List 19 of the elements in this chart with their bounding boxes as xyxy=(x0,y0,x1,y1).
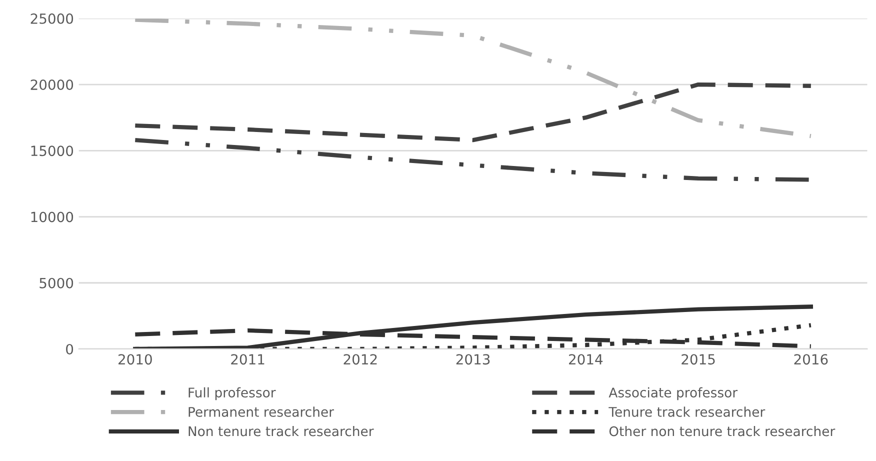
legend-label: Permanent researcher xyxy=(188,406,334,417)
x-tick-label: 2014 xyxy=(569,354,603,365)
x-tick-label: 2015 xyxy=(682,354,715,365)
legend-label: Full professor xyxy=(188,387,276,400)
x-tick-label: 2012 xyxy=(344,354,377,365)
x-tick-label: 2010 xyxy=(118,354,152,365)
x-tick-label: 2013 xyxy=(456,354,490,365)
y-tick-label: 25000 xyxy=(30,13,74,24)
legend-label: Tenure track researcher xyxy=(608,406,766,417)
y-tick-label: 15000 xyxy=(31,146,74,156)
y-tick-label: 20000 xyxy=(30,80,74,90)
legend-label: Associate professor xyxy=(608,387,738,400)
x-tick-label: 2016 xyxy=(794,354,828,365)
y-tick-label: 5000 xyxy=(40,278,74,288)
y-tick-label: 10000 xyxy=(31,212,74,222)
legend-label: Other non tenure track researcher xyxy=(609,426,836,436)
x-tick-label: 2011 xyxy=(231,354,264,365)
y-tick-label: 0 xyxy=(66,344,74,354)
legend-label: Non tenure track researcher xyxy=(188,426,374,436)
